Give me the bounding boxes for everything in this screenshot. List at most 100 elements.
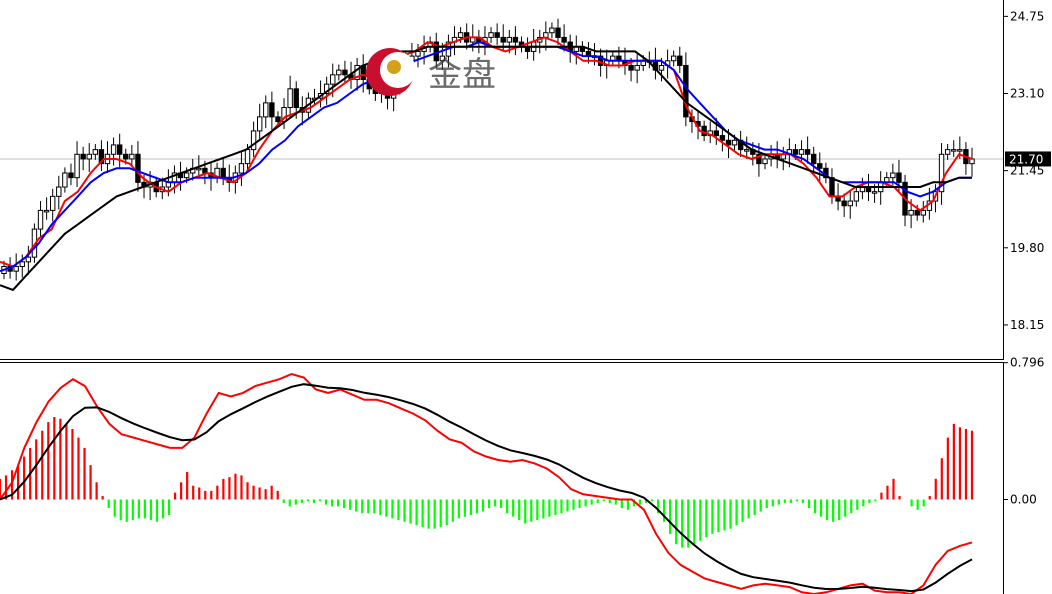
candle-body-up	[415, 50, 421, 57]
candle	[19, 254, 25, 278]
candle	[494, 23, 500, 45]
candle	[853, 186, 860, 207]
candle	[37, 201, 44, 237]
candle	[817, 152, 823, 182]
candle-body-down	[80, 153, 86, 160]
candle-body-up	[354, 64, 360, 80]
candle-body-up	[670, 55, 677, 62]
candle	[804, 136, 811, 164]
candle	[129, 144, 135, 167]
candle	[969, 147, 975, 177]
candle-body-up	[549, 27, 555, 34]
candle	[25, 245, 32, 275]
candle	[920, 201, 926, 223]
candle-body-up	[62, 172, 68, 188]
candle	[859, 177, 866, 200]
price-tick-label: 21.45	[1010, 164, 1044, 178]
candle-body-down	[804, 149, 811, 155]
candle-body-up	[92, 149, 99, 155]
candle	[92, 144, 99, 160]
candle-body-up	[13, 265, 19, 272]
candle-body-up	[25, 256, 32, 263]
candle-body-up	[457, 32, 464, 38]
candle-body-up	[263, 102, 269, 118]
candle	[43, 197, 50, 220]
price-tick-label: 24.75	[1010, 9, 1044, 23]
candle-body-up	[944, 149, 951, 155]
candle-body-down	[275, 116, 281, 123]
signal-line	[0, 383, 973, 593]
candle	[811, 146, 817, 175]
candle	[256, 103, 263, 141]
candle-body-up	[56, 186, 62, 197]
candle-body-up	[658, 64, 665, 71]
candle	[963, 142, 969, 175]
candle	[719, 128, 726, 152]
candle	[62, 167, 68, 193]
candle-body-up	[74, 153, 80, 179]
candle	[512, 26, 519, 56]
candle	[56, 175, 62, 210]
candle-body-down	[677, 55, 683, 66]
candle	[104, 141, 111, 173]
price-tick-label: 18.15	[1010, 318, 1044, 332]
candle	[220, 158, 226, 186]
candle-body-up	[938, 153, 945, 193]
candle-body-up	[238, 163, 245, 174]
candle	[670, 50, 677, 67]
candle-body-up	[183, 172, 190, 179]
candle-body-down	[756, 153, 762, 165]
candle-body-up	[890, 172, 896, 179]
candle	[610, 50, 616, 67]
candle	[360, 54, 366, 93]
candle-body-up	[957, 149, 963, 152]
candle	[938, 143, 945, 205]
candle-body-up	[951, 149, 957, 152]
candle	[524, 37, 531, 59]
candle	[713, 117, 720, 145]
candle-body-up	[506, 36, 513, 43]
candle	[549, 22, 555, 39]
candle-body-up	[871, 191, 878, 194]
candle-body-up	[847, 200, 853, 207]
candle-body-down	[220, 167, 226, 179]
candle-body-up	[488, 32, 494, 38]
candle-body-up	[43, 209, 50, 213]
candle-body-down	[123, 153, 129, 160]
candle	[634, 54, 640, 84]
candle-body-up	[250, 130, 257, 151]
candle	[13, 253, 19, 281]
candle-body-up	[86, 153, 92, 160]
watermark-logo: 金盘	[366, 48, 496, 96]
candle	[744, 136, 750, 159]
candle	[208, 161, 214, 191]
candle-body-up	[798, 149, 805, 155]
macd-lines	[0, 372, 973, 594]
candle	[841, 193, 847, 217]
candle	[591, 43, 598, 66]
candle	[263, 95, 269, 129]
current-price-tag: 21.70	[1005, 151, 1051, 167]
candle	[238, 152, 245, 187]
candle-body-up	[908, 209, 914, 216]
candle	[829, 168, 835, 204]
candle	[214, 162, 220, 184]
candle	[762, 153, 768, 170]
moving-average-lines	[0, 36, 973, 292]
candle-body-up	[762, 158, 768, 165]
candle	[80, 146, 86, 171]
candle-body-down	[293, 88, 299, 109]
panel-frames	[0, 0, 1004, 594]
candle	[488, 27, 494, 44]
candle	[74, 141, 80, 188]
price-tick-label: 19.80	[1010, 241, 1044, 255]
candle-body-up	[196, 167, 202, 171]
candle-body-down	[494, 32, 500, 38]
candle-body-up	[50, 195, 56, 211]
candle-body-up	[920, 209, 926, 216]
candle-body-down	[628, 64, 634, 71]
macd-panel: 0.796 0.00	[0, 356, 1044, 594]
candle-body-up	[37, 209, 44, 230]
candle	[944, 144, 951, 160]
